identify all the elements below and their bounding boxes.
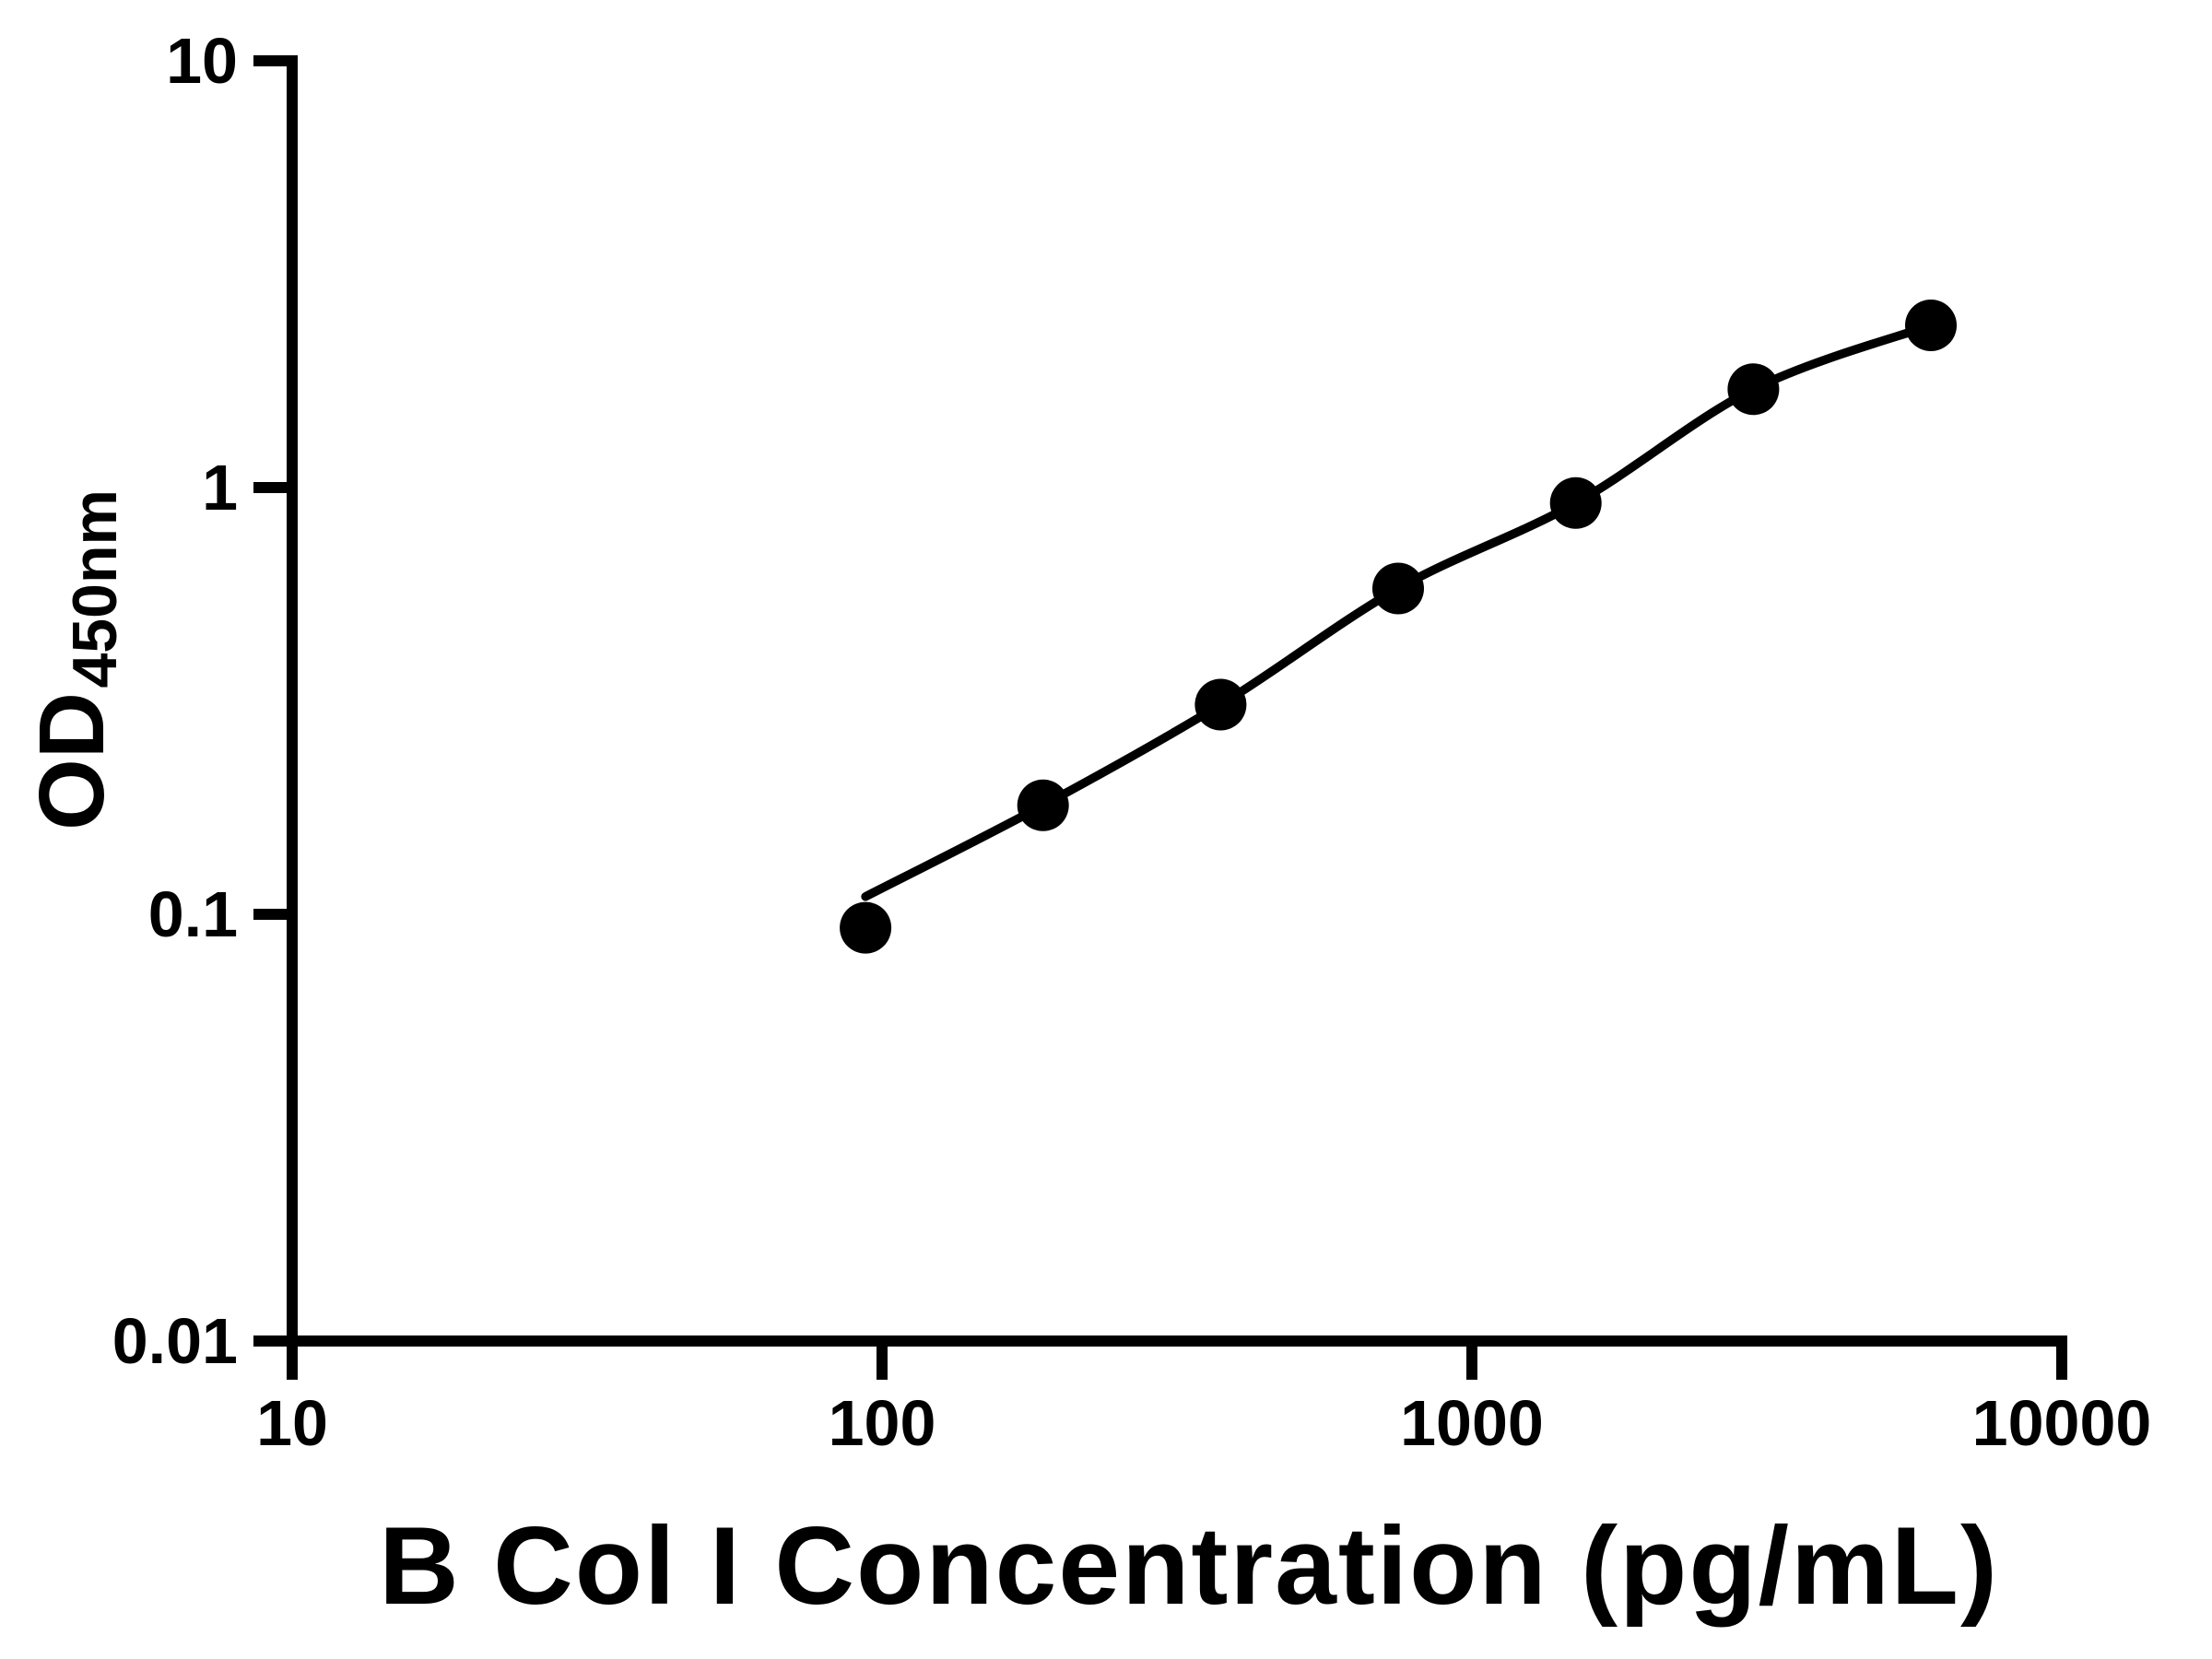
x-axis-ticks: 10 100 1000 10000 xyxy=(256,1341,2151,1459)
y-tick-label: 0.01 xyxy=(112,1305,238,1377)
data-point xyxy=(1372,562,1424,615)
y-axis-title: OD 450nm xyxy=(20,489,130,830)
y-tick-label: 0.1 xyxy=(148,878,238,950)
y-tick-label: 1 xyxy=(202,452,238,524)
x-tick-label: 10 xyxy=(256,1387,328,1459)
data-point xyxy=(840,901,892,954)
y-axis-title-subscript: 450nm xyxy=(60,489,130,688)
y-tick-label: 10 xyxy=(166,25,238,97)
x-tick-label: 1000 xyxy=(1400,1387,1544,1459)
data-point xyxy=(1727,363,1780,416)
data-point xyxy=(1194,678,1247,731)
plot-area xyxy=(840,300,1957,954)
data-points xyxy=(840,300,1957,954)
x-tick-label: 100 xyxy=(829,1387,936,1459)
data-point xyxy=(1905,300,1957,351)
axes xyxy=(253,55,2067,1347)
data-point xyxy=(1549,477,1602,529)
y-axis-ticks: 10 1 0.1 0.01 xyxy=(112,25,292,1377)
y-axis-title-main: OD xyxy=(20,692,124,830)
x-axis-title: B Col I Concentration (pg/mL) xyxy=(379,1504,1999,1628)
x-tick-label: 10000 xyxy=(1972,1387,2152,1459)
data-point xyxy=(1017,779,1069,831)
